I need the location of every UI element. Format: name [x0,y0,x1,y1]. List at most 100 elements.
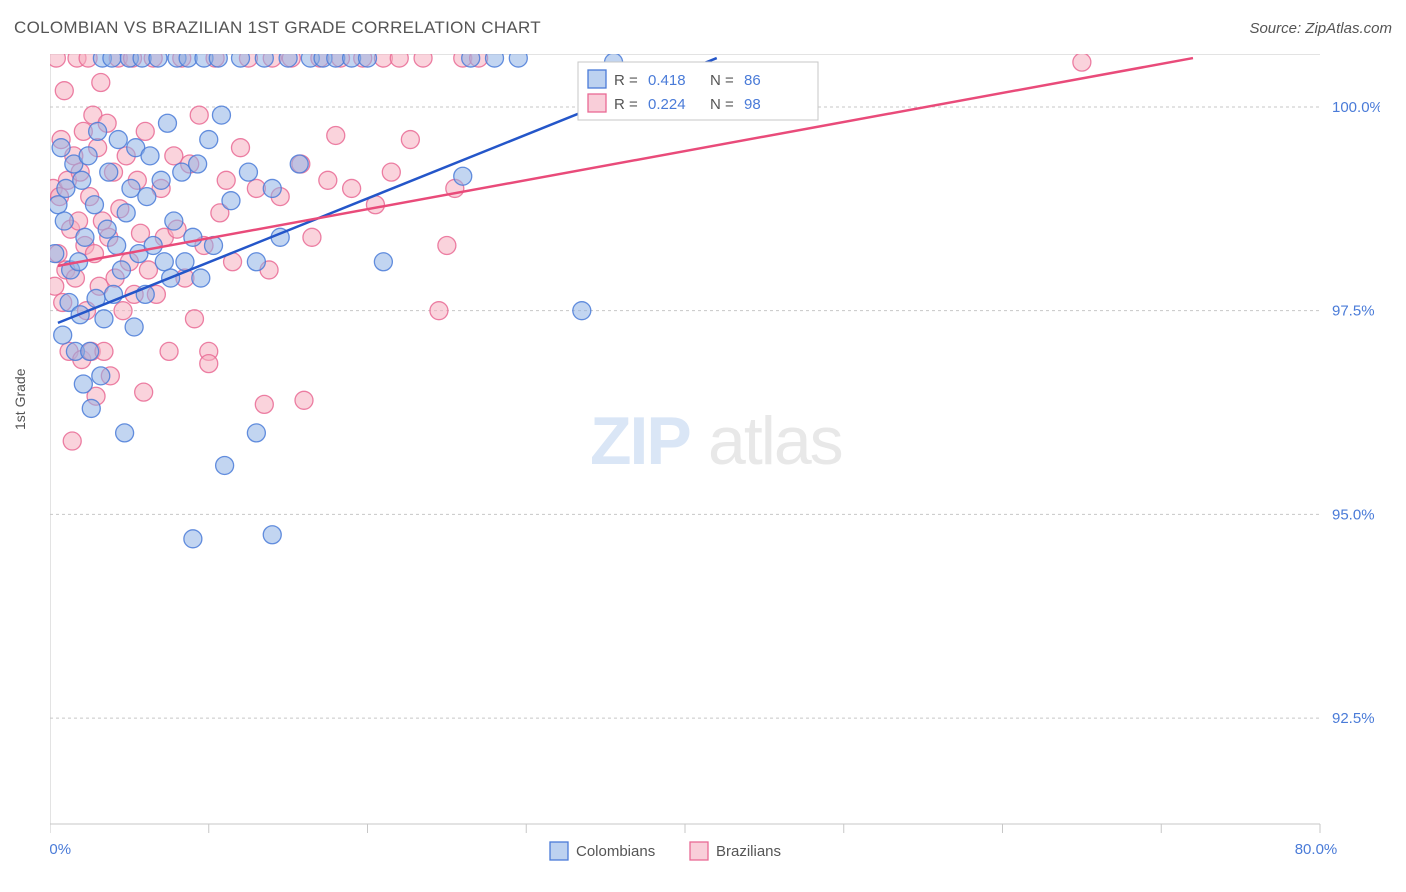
data-point [430,302,448,320]
data-point [382,163,400,181]
data-point [509,54,527,67]
watermark: atlas [708,403,842,479]
legend-swatch-blue [550,842,568,860]
data-point [55,82,73,100]
data-point [144,236,162,254]
y-tick-label: 92.5% [1332,710,1375,727]
data-point [73,171,91,189]
legend-label: Colombians [576,843,655,860]
data-point [76,228,94,246]
data-point [319,171,337,189]
data-point [55,212,73,230]
y-tick-label: 100.0% [1332,99,1380,116]
data-point [160,342,178,360]
data-point [184,530,202,548]
data-point [189,155,207,173]
data-point [263,179,281,197]
data-point [200,355,218,373]
data-point [247,253,265,271]
legend-n-label: N = [710,96,734,113]
data-point [117,204,135,222]
data-point [50,277,64,295]
data-point [138,188,156,206]
data-point [95,310,113,328]
data-point [63,432,81,450]
data-point [390,54,408,67]
data-point [255,54,273,67]
data-point [212,106,230,124]
data-point [116,424,134,442]
x-tick-label: 80.0% [1295,841,1338,858]
data-point [92,367,110,385]
y-tick-label: 95.0% [1332,506,1375,523]
data-point [573,302,591,320]
data-point [414,54,432,67]
data-point [54,326,72,344]
legend-swatch-pink [690,842,708,860]
legend-r-label: R = [614,72,638,89]
data-point [109,131,127,149]
data-point [179,54,197,67]
legend-n-label: N = [710,72,734,89]
chart-title: COLOMBIAN VS BRAZILIAN 1ST GRADE CORRELA… [14,18,541,38]
data-point [359,54,377,67]
data-point [50,245,64,263]
data-point [149,54,167,67]
data-point [184,228,202,246]
legend-n-value: 98 [744,96,761,113]
data-point [438,236,456,254]
data-point [114,302,132,320]
data-point [374,54,392,67]
data-point [135,383,153,401]
data-point [454,167,472,185]
data-point [216,456,234,474]
data-point [279,54,297,67]
data-point [82,399,100,417]
data-point [103,54,121,67]
data-point [92,74,110,92]
data-point [57,179,75,197]
data-point [374,253,392,271]
chart-area: 92.5%95.0%97.5%100.0%0.0%80.0%ZIPatlasR … [50,54,1380,844]
data-point [85,196,103,214]
data-point [462,54,480,67]
data-point [50,54,65,67]
legend-label: Brazilians [716,843,781,860]
legend-swatch-blue [588,70,606,88]
data-point [152,171,170,189]
data-point [232,139,250,157]
data-point [401,131,419,149]
data-point [247,424,265,442]
legend-r-value: 0.224 [648,96,686,113]
data-point [52,139,70,157]
data-point [200,131,218,149]
data-point [98,220,116,238]
data-point [217,171,235,189]
data-point [190,106,208,124]
data-point [263,526,281,544]
data-point [112,261,130,279]
x-tick-label: 0.0% [50,841,71,858]
data-point [139,261,157,279]
data-point [486,54,504,67]
data-point [232,54,250,67]
data-point [327,54,345,67]
data-point [125,318,143,336]
data-point [89,122,107,140]
y-axis-label: 1st Grade [12,369,28,430]
data-point [1073,54,1091,71]
chart-header: COLOMBIAN VS BRAZILIAN 1ST GRADE CORRELA… [14,18,1392,38]
data-point [209,54,227,67]
data-point [158,114,176,132]
data-point [50,196,67,214]
data-point [108,236,126,254]
data-point [79,147,97,165]
data-point [122,179,140,197]
data-point [192,269,210,287]
data-point [343,179,361,197]
data-point [239,163,257,181]
y-tick-label: 97.5% [1332,303,1375,320]
data-point [185,310,203,328]
data-point [165,212,183,230]
legend-n-value: 86 [744,72,761,89]
